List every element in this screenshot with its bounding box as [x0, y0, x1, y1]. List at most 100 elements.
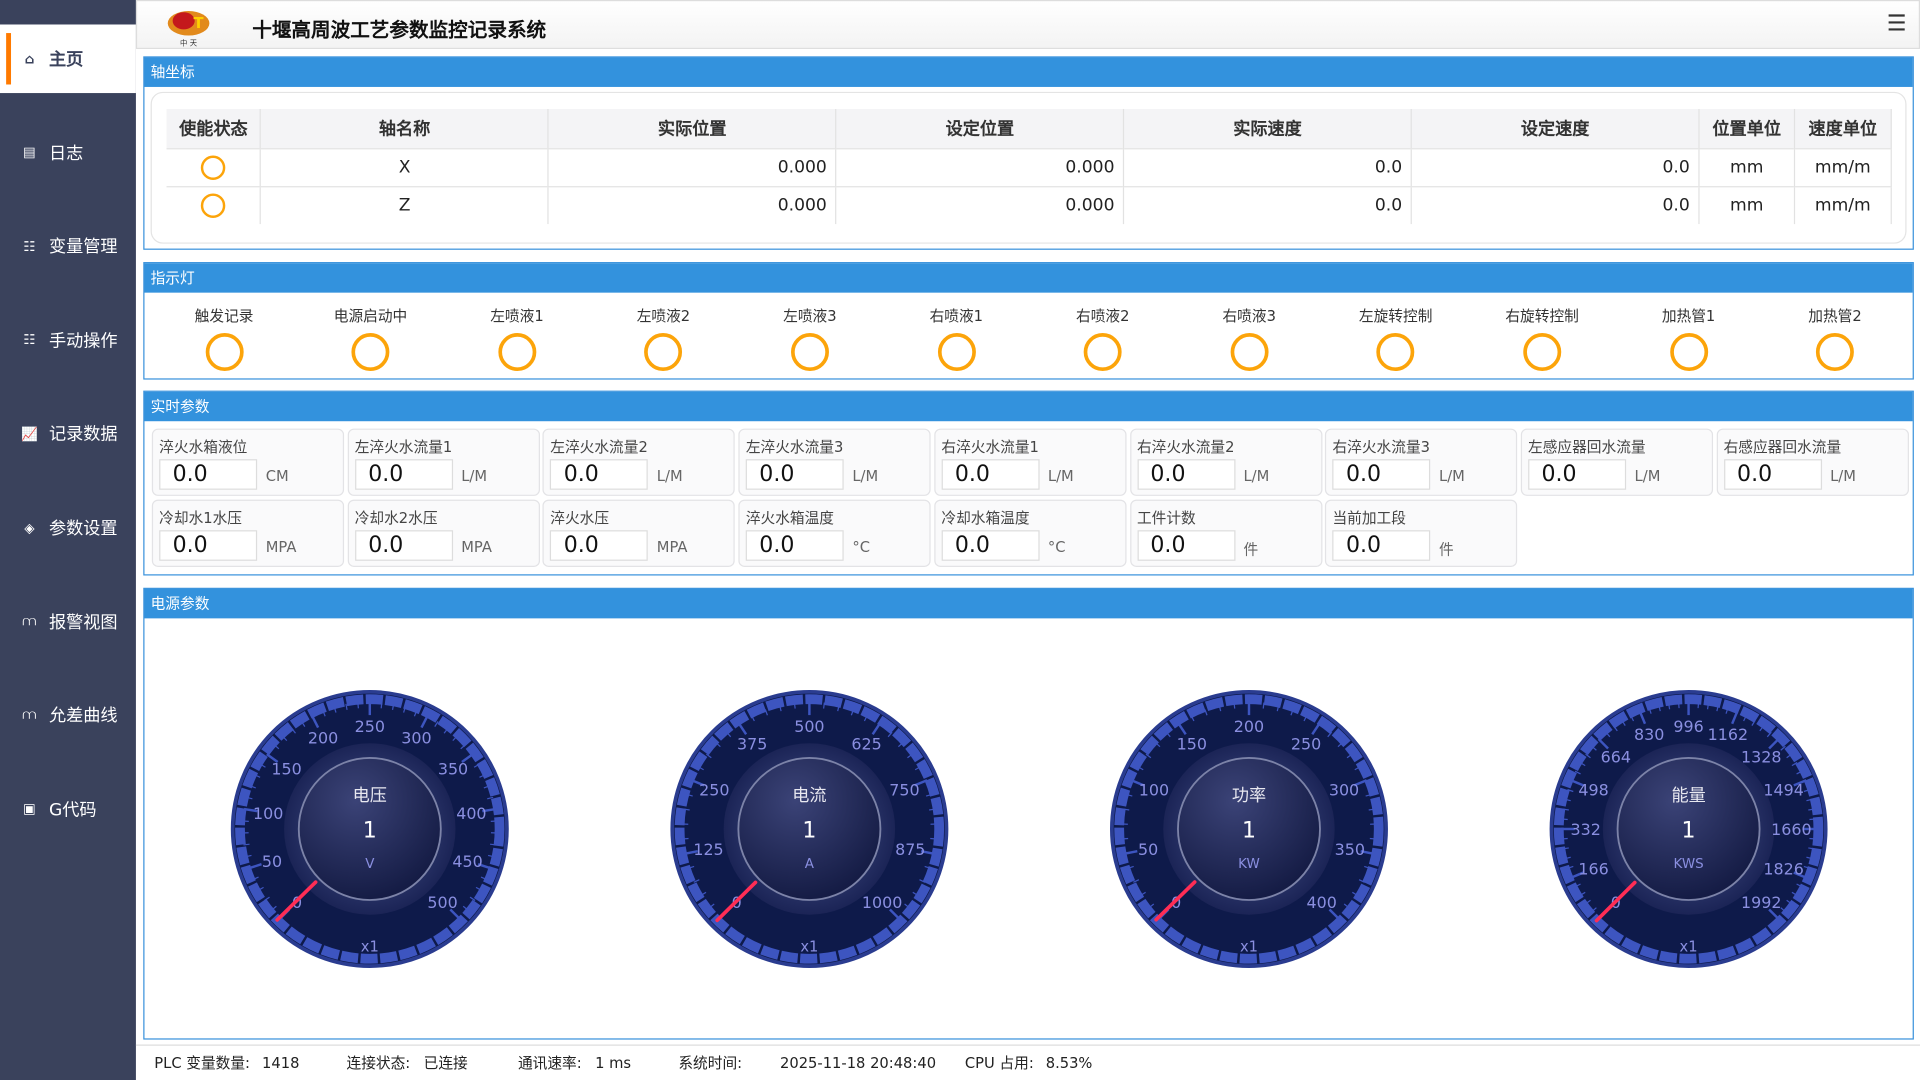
sidebar-item-label: 允差曲线: [49, 703, 118, 727]
sidebar: ⌂主页 ▤日志 ☷变量管理 ☷手动操作 📈记录数据 ◈参数设置 ⩋报警视图 ⩋允差曲线 ▣ G代码: [0, 0, 136, 1080]
plc-count: 1418: [262, 1046, 299, 1081]
sidebar-item-label: 主页: [49, 47, 83, 71]
cpu-label: CPU 占用:: [965, 1046, 1034, 1081]
sidebar-item[interactable]: ☷手动操作: [0, 306, 136, 375]
gauge: 0166332498664830996116213281494166018261…: [1551, 692, 1825, 966]
sidebar-item-label: 日志: [49, 140, 83, 164]
enable-status-indicator: [201, 193, 225, 217]
param-label: 当前加工段: [1332, 507, 1405, 528]
column-header: 实际速度: [1124, 109, 1412, 148]
sidebar-item[interactable]: 📈记录数据: [0, 400, 136, 469]
lamp-indicator: [1670, 333, 1708, 371]
gauge-multiplier: x1: [1240, 938, 1258, 955]
svg-text:中 天: 中 天: [180, 38, 198, 46]
param-unit: L/M: [852, 468, 878, 485]
gauge-tick-label: 375: [737, 735, 767, 754]
status-bar: PLC 变量数量: 1418 连接状态: 已连接 通讯速率: 1 ms 系统时间…: [136, 1044, 1920, 1080]
layers-icon: ◈: [21, 520, 38, 536]
set-speed: 0.0: [1411, 186, 1699, 224]
param-value: 0.0: [159, 530, 257, 561]
gauge-tick-label: 150: [1177, 735, 1207, 754]
indicator-lamp: 左旋转控制: [1341, 305, 1451, 371]
code-icon: ▣: [21, 801, 38, 817]
sidebar-item-label: 报警视图: [49, 609, 118, 633]
gauge-tick-label: 450: [452, 852, 482, 871]
sidebar-item-label: 手动操作: [49, 328, 118, 352]
gauge-value: 1: [363, 819, 377, 844]
gauge-tick-label: 250: [699, 781, 729, 800]
sidebar-item[interactable]: ◈参数设置: [0, 493, 136, 562]
gauge-tick-label: 200: [1234, 717, 1264, 736]
rate-value: 1 ms: [595, 1046, 631, 1081]
param-value: 0.0: [941, 459, 1039, 490]
param-unit: L/M: [1830, 468, 1856, 485]
gauge-tick-label: 664: [1601, 747, 1631, 766]
enable-status-indicator: [201, 155, 225, 179]
gauge-tick-label: 250: [355, 717, 385, 736]
lamp-label: 电源启动中: [315, 305, 425, 326]
lamp-label: 左旋转控制: [1341, 305, 1451, 326]
position-unit: mm: [1699, 186, 1794, 224]
gauge-tick-label: 100: [1139, 781, 1169, 800]
gauge-tick-label: 875: [895, 840, 925, 859]
sidebar-item[interactable]: ▤日志: [0, 118, 136, 187]
sidebar-item[interactable]: ⩋报警视图: [0, 587, 136, 656]
gauge-tick: [1263, 703, 1264, 709]
axis-panel: 轴坐标 使能状态轴名称实际位置设定位置实际速度设定速度位置单位速度单位 X 0.…: [143, 56, 1914, 249]
lamp-label: 触发记录: [169, 305, 279, 326]
gauge-tick-label: 200: [308, 728, 338, 747]
logo: T 中 天: [167, 5, 211, 47]
gauge-value: 1: [1682, 819, 1696, 844]
param-unit: CM: [266, 468, 289, 485]
sidebar-item-label: 记录数据: [49, 422, 118, 446]
sidebar-item[interactable]: ☷变量管理: [0, 212, 136, 281]
gauge-multiplier: x1: [1680, 938, 1698, 955]
param-value: 0.0: [746, 530, 844, 561]
gauge-tick-label: 350: [1335, 840, 1365, 859]
column-header: 速度单位: [1794, 109, 1891, 148]
indicator-lamp: 右喷液3: [1194, 305, 1304, 371]
system-time: 2025-11-18 20:48:40: [780, 1046, 936, 1081]
param-label: 左感应器回水流量: [1528, 436, 1646, 457]
lamp-label: 左喷液2: [608, 305, 718, 326]
lamp-indicator: [1230, 333, 1268, 371]
gauge-tick-label: 400: [456, 804, 486, 823]
gauge: 050100150200250300350400450500电压1Vx1: [233, 692, 507, 966]
gauge-tick-label: 500: [427, 893, 457, 912]
gauge-tick-label: 1162: [1708, 725, 1748, 744]
indicator-lamp: 电源启动中: [315, 305, 425, 371]
lamp-label: 右喷液2: [1048, 305, 1158, 326]
gauge-tick-label: 830: [1634, 725, 1664, 744]
param-label: 右淬火水流量3: [1332, 436, 1430, 457]
param-value: 0.0: [1137, 530, 1235, 561]
sidebar-item[interactable]: ⩋允差曲线: [0, 681, 136, 750]
sidebar-item[interactable]: ▣ G代码: [0, 775, 136, 844]
gauge-tick-label: 1660: [1771, 820, 1811, 839]
hamburger-icon[interactable]: ☰: [1887, 11, 1907, 37]
gauge-unit: KW: [1238, 857, 1260, 872]
speed-unit: mm/m: [1794, 186, 1891, 224]
plc-count-label: PLC 变量数量:: [154, 1046, 250, 1081]
panel-title: 轴坐标: [144, 58, 1912, 87]
param-label: 右淬火水流量1: [941, 436, 1039, 457]
column-header: 实际位置: [548, 109, 836, 148]
indicator-lamp: 左喷液1: [462, 305, 572, 371]
sidebar-item-label: G代码: [49, 797, 97, 821]
position-unit: mm: [1699, 148, 1794, 186]
indicator-lamp: 右喷液2: [1048, 305, 1158, 371]
param-value: 0.0: [941, 530, 1039, 561]
gauge-tick-label: 500: [794, 717, 824, 736]
gauge-tick-label: 300: [401, 728, 431, 747]
param-value: 0.0: [1332, 530, 1430, 561]
gauge-value: 1: [1242, 819, 1256, 844]
param-unit: °C: [852, 539, 870, 556]
sidebar-item[interactable]: ⌂主页: [0, 24, 136, 93]
lamp-indicator: [205, 333, 243, 371]
gauge-multiplier: x1: [361, 938, 379, 955]
gauge-tick-label: 332: [1571, 820, 1601, 839]
gauge-tick-label: 50: [262, 852, 282, 871]
